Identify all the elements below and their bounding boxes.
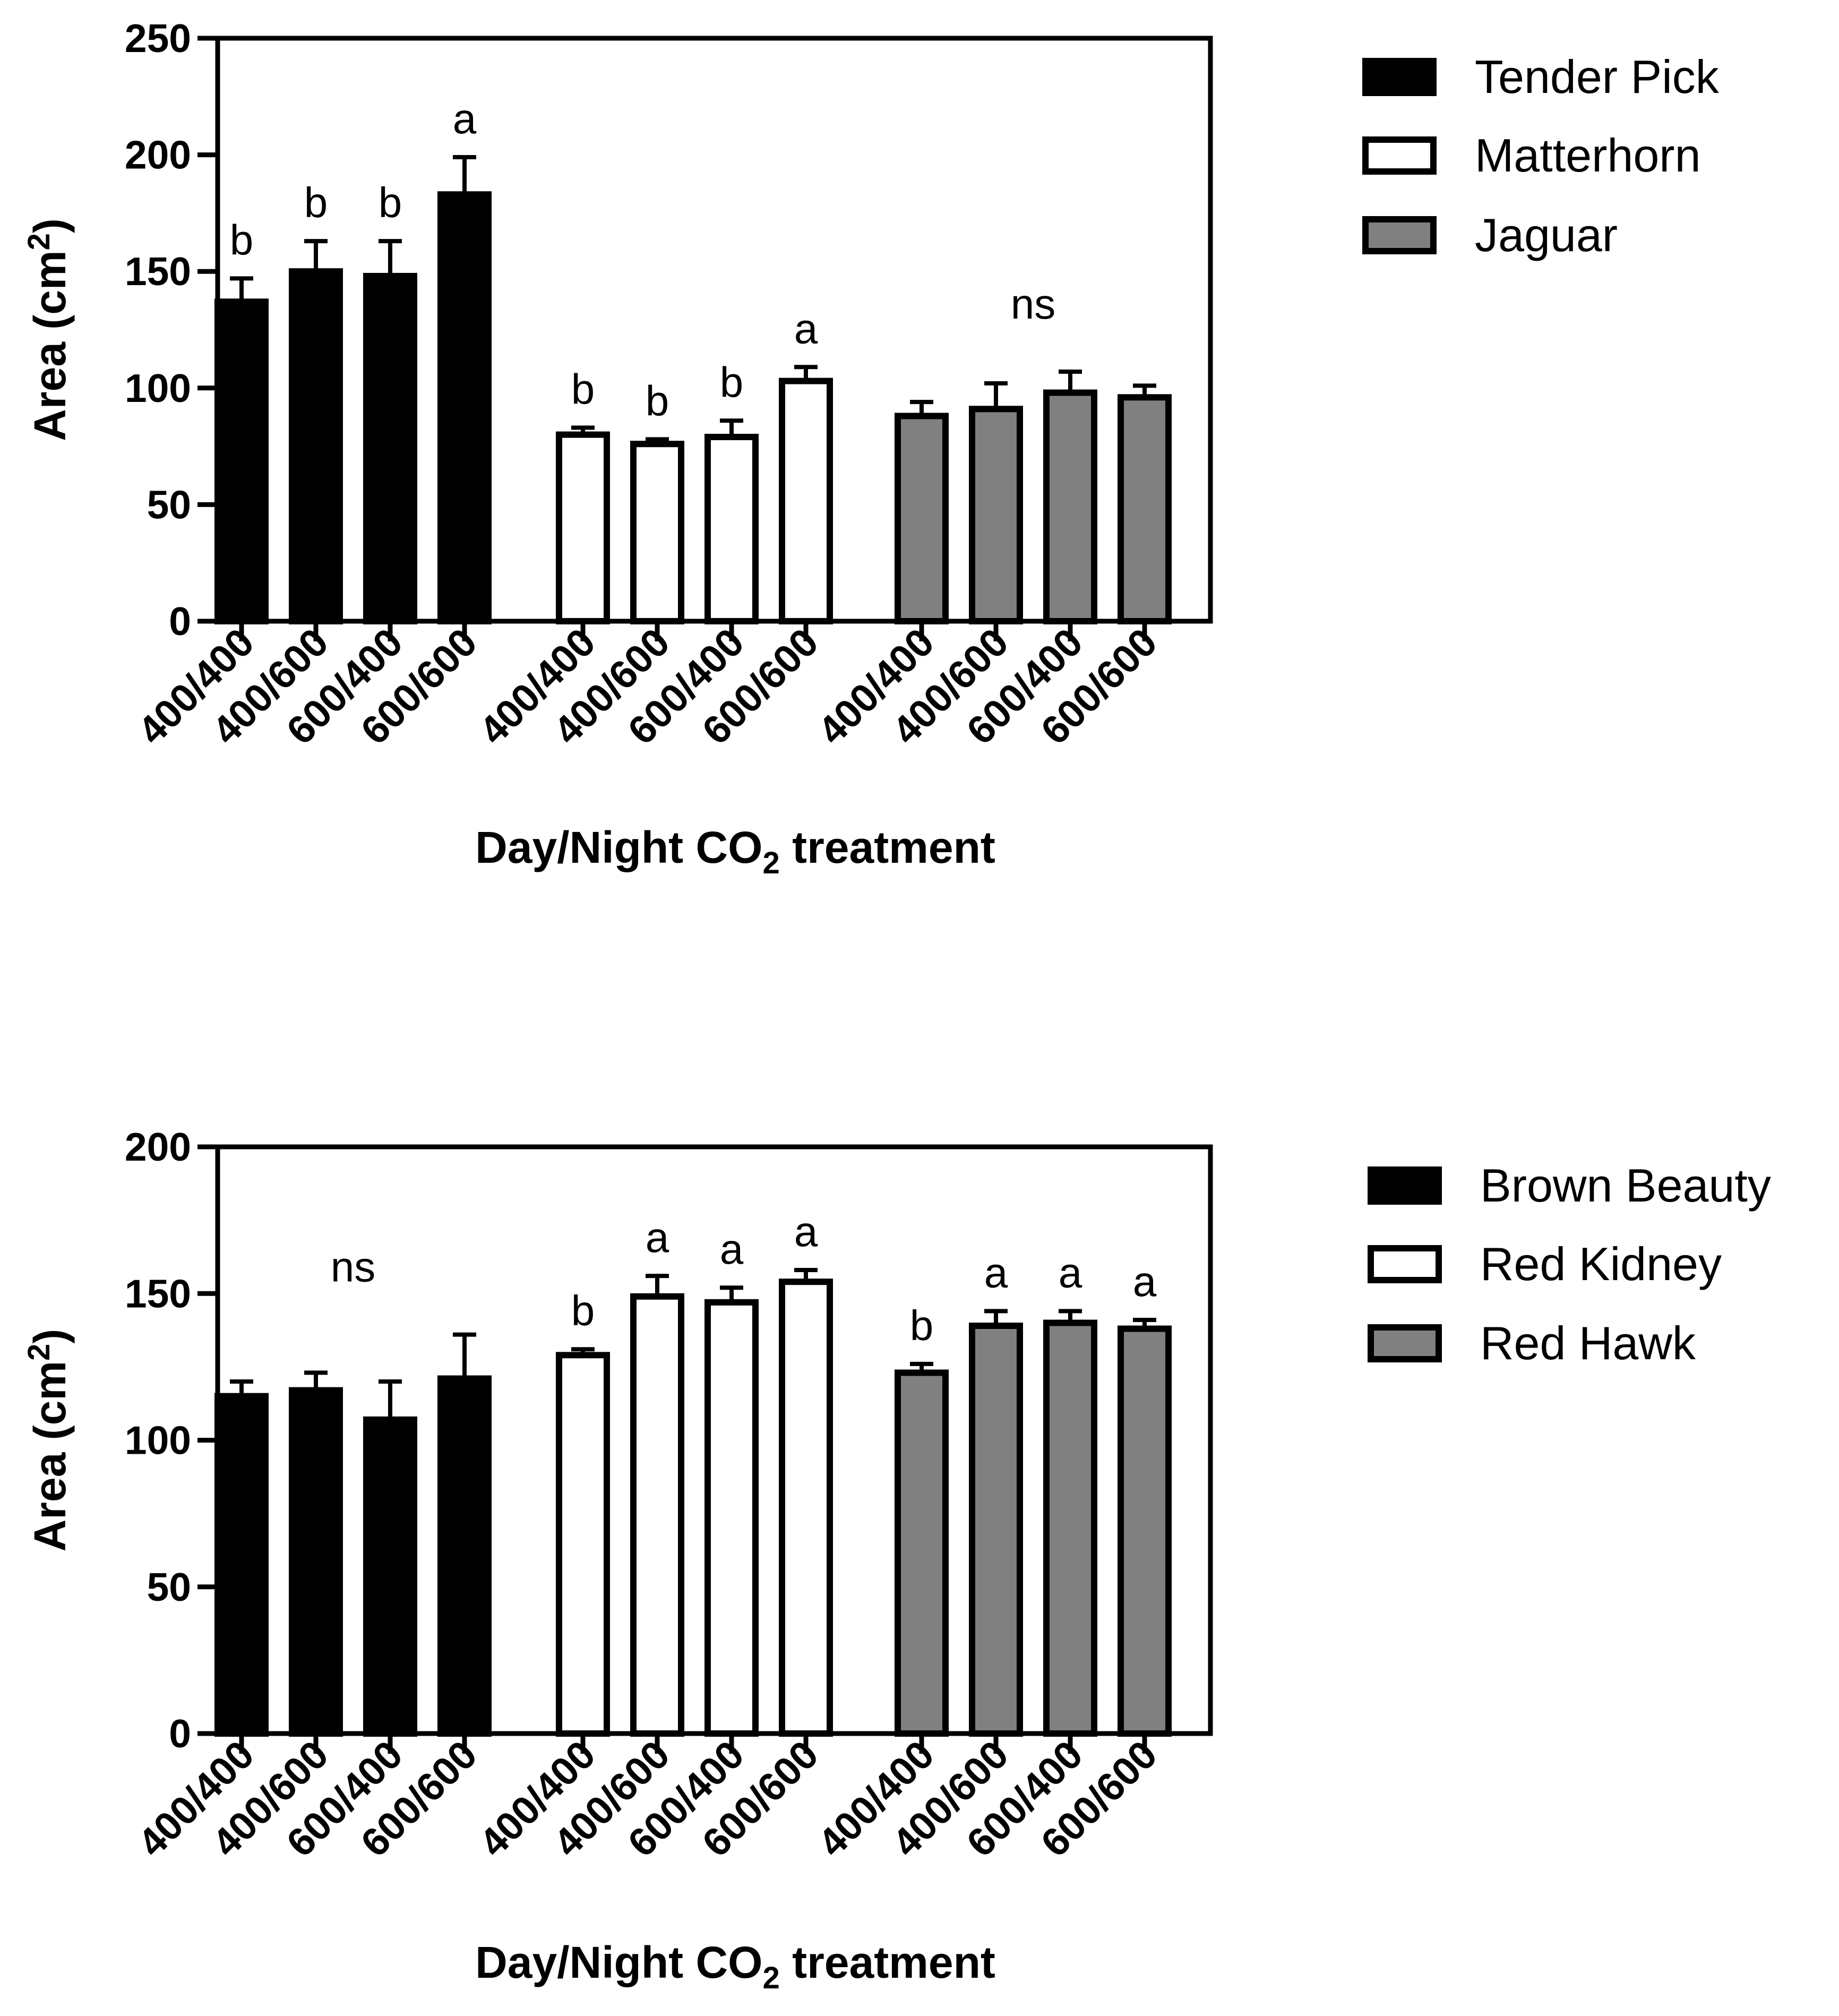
legend-label: Tender Pick [1475, 50, 1720, 103]
y-tick-label: 200 [125, 133, 191, 177]
chart-top: 050100150200250400/400b400/600b600/400b6… [22, 16, 1720, 880]
legend-label: Red Kidney [1480, 1238, 1722, 1290]
bar [437, 191, 492, 625]
y-tick-label: 100 [125, 366, 191, 410]
significance-letter: a [1059, 1249, 1082, 1296]
bar [779, 1279, 833, 1737]
significance-letter: b [379, 179, 402, 226]
significance-letter: a [794, 1208, 818, 1255]
bar [704, 434, 759, 624]
legend-swatch [1362, 136, 1437, 175]
bar [556, 431, 610, 624]
bar [556, 1352, 610, 1737]
bar [1043, 389, 1097, 624]
bar [969, 406, 1023, 624]
significance-letter: b [571, 365, 595, 413]
significance-letter: b [910, 1302, 934, 1349]
y-tick-label: 150 [125, 249, 191, 294]
legend-swatch [1368, 1245, 1442, 1283]
bar [969, 1323, 1023, 1737]
significance-letter: b [571, 1287, 595, 1334]
y-tick-label: 50 [147, 482, 191, 527]
legend-label: Brown Beauty [1480, 1159, 1771, 1212]
y-axis-title-tail: ) [25, 1329, 75, 1344]
y-axis-title-main: Area (cm [25, 250, 75, 441]
y-axis-title-superscript: 2 [22, 233, 56, 250]
x-axis-title-subscript: 2 [763, 846, 780, 880]
bar [779, 378, 833, 625]
significance-letter: b [304, 179, 328, 226]
x-axis-title-main: Day/Night CO [475, 1937, 762, 1987]
significance-letter: a [720, 1225, 744, 1273]
significance-letter: b [720, 358, 744, 406]
significance-letter: ns [331, 1243, 376, 1291]
bar [1118, 394, 1172, 624]
significance-letter: a [453, 95, 477, 142]
y-tick-label: 0 [169, 599, 191, 644]
bar [289, 1387, 343, 1737]
bar [704, 1299, 759, 1737]
x-axis-title-main: Day/Night CO [475, 822, 762, 872]
y-tick-label: 100 [125, 1418, 191, 1463]
y-tick-label: 50 [147, 1565, 191, 1609]
y-tick-label: 200 [125, 1125, 191, 1169]
bar [437, 1375, 492, 1737]
significance-letter: a [646, 1214, 669, 1261]
x-axis-title-tail: treatment [780, 822, 995, 872]
significance-letter: ns [1011, 280, 1056, 328]
bar [1118, 1325, 1172, 1737]
plot-frame [215, 36, 1213, 624]
significance-letter: b [646, 377, 669, 424]
legend-swatch [1362, 216, 1437, 254]
y-axis-title-superscript: 2 [22, 1344, 56, 1361]
bar [363, 272, 417, 624]
x-axis-title: Day/Night CO2 treatment [475, 822, 995, 880]
legend-label: Jaguar [1475, 209, 1618, 261]
bar [214, 1393, 269, 1737]
legend-label: Matterhorn [1475, 129, 1701, 182]
y-tick-label: 0 [169, 1711, 191, 1756]
bar [1043, 1319, 1097, 1737]
legend-swatch [1368, 1166, 1442, 1205]
plot-frame [215, 1144, 1213, 1736]
y-tick-label: 250 [125, 16, 191, 61]
bar [895, 413, 949, 625]
legend-label: Red Hawk [1480, 1317, 1696, 1369]
x-axis-title-tail: treatment [780, 1937, 995, 1987]
legend-swatch [1368, 1324, 1442, 1362]
bar [630, 1293, 684, 1737]
x-axis-title: Day/Night CO2 treatment [475, 1937, 995, 1995]
x-axis-title-subscript: 2 [763, 1961, 780, 1995]
chart-bottom: 050100150200400/400400/600600/400600/600… [22, 1125, 1771, 1995]
bar [895, 1369, 949, 1737]
y-axis-title: Area (cm2) [22, 1329, 75, 1552]
y-axis-title-tail: ) [25, 218, 75, 233]
significance-letter: a [794, 305, 818, 352]
significance-letter: a [984, 1249, 1008, 1296]
bar [289, 268, 343, 624]
significance-letter: b [230, 216, 254, 263]
significance-letter: a [1133, 1258, 1157, 1305]
legend-swatch [1362, 58, 1437, 96]
bar [363, 1416, 417, 1737]
y-axis-title-main: Area (cm [25, 1361, 75, 1552]
bar [214, 298, 269, 624]
bar [630, 441, 684, 624]
y-axis-title: Area (cm2) [22, 218, 75, 441]
y-tick-label: 150 [125, 1271, 191, 1316]
